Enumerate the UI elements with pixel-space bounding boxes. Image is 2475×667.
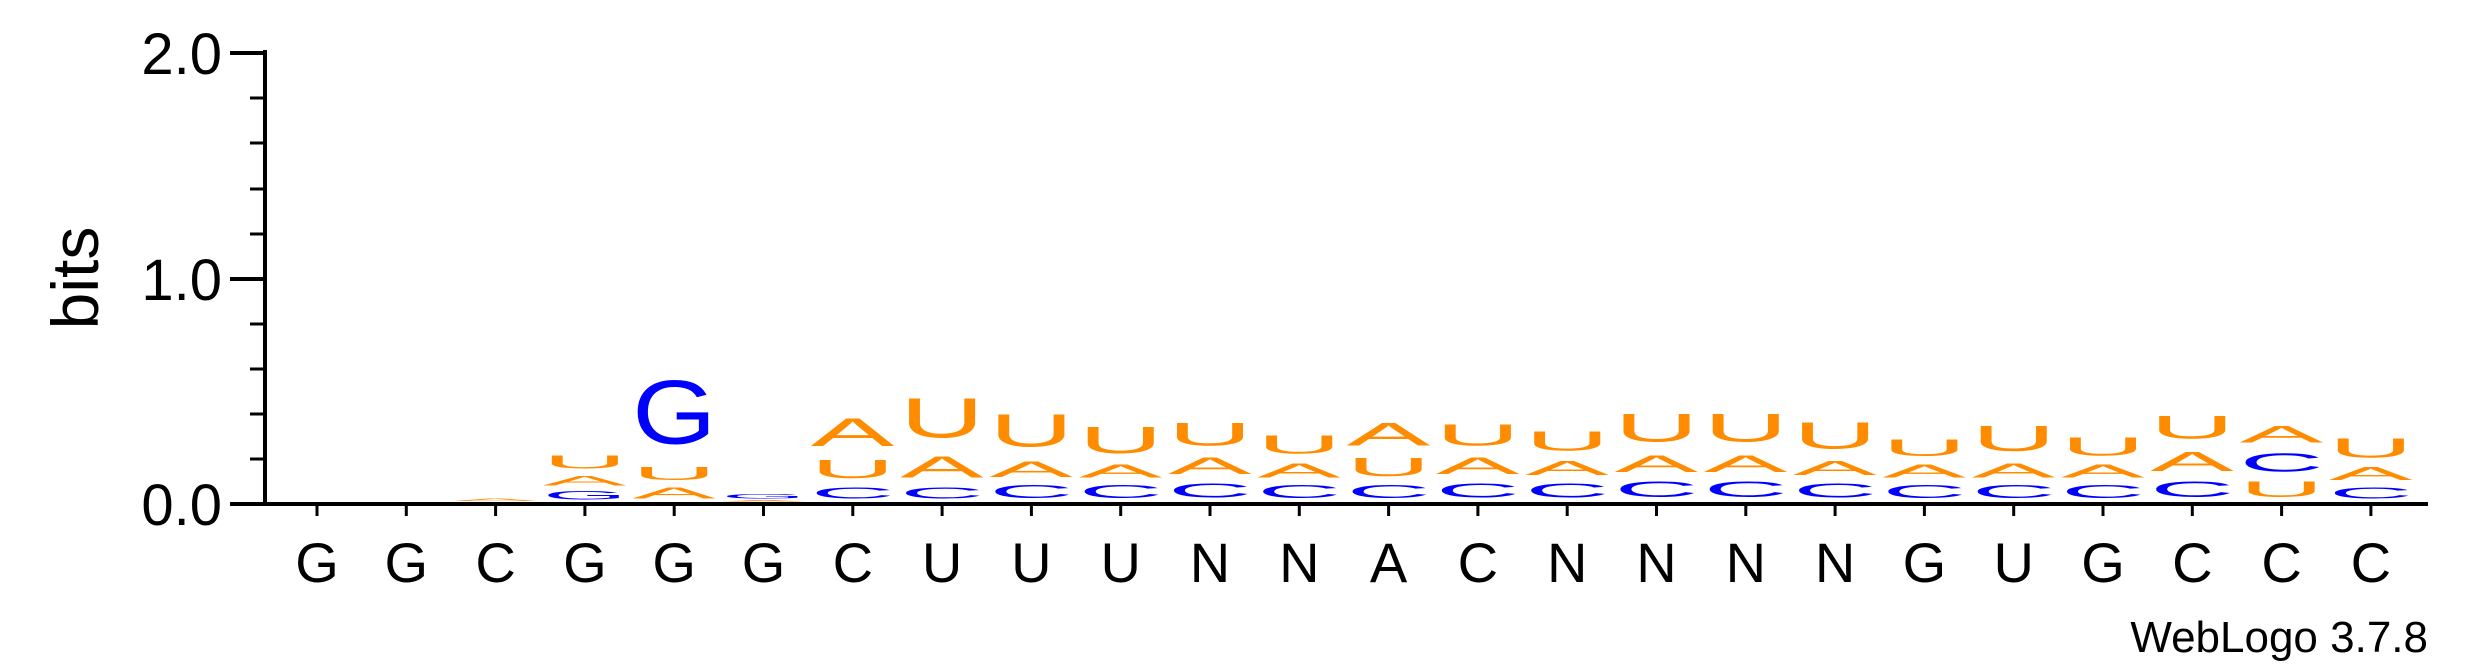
logo-letter-A: A bbox=[1347, 416, 1431, 452]
logo-letter-A: A bbox=[1972, 459, 2056, 481]
logo-letter-C: C bbox=[1793, 479, 1877, 502]
watermark: WebLogo 3.7.8 bbox=[2130, 613, 2428, 662]
logo-letter-C: C bbox=[2240, 448, 2324, 477]
logo-letter-A: A bbox=[2061, 461, 2145, 481]
logo-letter-A: A bbox=[722, 500, 806, 502]
logo-letter-G: G bbox=[632, 363, 716, 464]
logo-letter-C: C bbox=[1615, 477, 1699, 502]
logo-letter-C: C bbox=[1882, 482, 1966, 502]
logo-letter-A: A bbox=[811, 409, 895, 454]
logo-letter-C: C bbox=[2150, 477, 2234, 502]
x-tick-label: G bbox=[742, 531, 786, 594]
logo-letter-A: A bbox=[1257, 459, 1341, 481]
x-tick-label: G bbox=[385, 531, 429, 594]
logo-letter-G: G bbox=[543, 488, 627, 502]
x-tick-label: C bbox=[1458, 531, 1498, 594]
logo-letter-A: A bbox=[1615, 450, 1700, 477]
logo-letter-C: C bbox=[1525, 479, 1609, 502]
logo-letter-U: U bbox=[989, 405, 1073, 457]
logo-letter-U: U bbox=[1436, 419, 1520, 453]
logo-letter-U: U bbox=[811, 455, 895, 484]
x-tick-label: G bbox=[2081, 531, 2125, 594]
logo-letter-U: U bbox=[1347, 452, 1431, 481]
logo-letter-A: A bbox=[1436, 452, 1521, 479]
logo-letter-U: U bbox=[1882, 434, 1966, 461]
logo-letter-U: U bbox=[1615, 405, 1699, 450]
logo-letter-C: C bbox=[2061, 482, 2145, 502]
logo-letter-C: C bbox=[1079, 482, 1163, 502]
logo-letter-A: A bbox=[2240, 421, 2325, 448]
logo-letter-U: U bbox=[2061, 432, 2145, 461]
x-tick-label: N bbox=[1636, 531, 1676, 594]
logo-letter-A: A bbox=[1704, 450, 1789, 477]
x-tick-label: C bbox=[2261, 531, 2301, 594]
logo-letter-U: U bbox=[2150, 410, 2234, 446]
x-tick-label: N bbox=[1815, 531, 1855, 594]
y-axis-title: bits bbox=[38, 227, 112, 330]
logo-letter-A: A bbox=[1882, 461, 1966, 481]
logo-letter-C: C bbox=[1436, 479, 1520, 502]
logo-letter-U: U bbox=[543, 452, 627, 472]
logo-letter-U: U bbox=[900, 387, 984, 450]
logo-letter-G: G bbox=[722, 493, 806, 500]
logo-letter-A: A bbox=[1079, 461, 1163, 481]
logo-letter-U: U bbox=[1793, 414, 1877, 456]
logo-letter-A: A bbox=[454, 497, 538, 501]
logo-letter-C: C bbox=[1168, 479, 1252, 502]
logo-letter-C: C bbox=[1704, 477, 1788, 502]
logo-letter-A: A bbox=[632, 484, 716, 502]
y-tick-label: 1.0 bbox=[141, 248, 222, 313]
logo-letter-C: C bbox=[900, 484, 984, 502]
logo-letter-U: U bbox=[1704, 405, 1788, 450]
x-tick-label: N bbox=[1190, 531, 1230, 594]
logo-letter-C: C bbox=[989, 482, 1073, 502]
logo-letter-U: U bbox=[2240, 477, 2324, 502]
logo-letter-U: U bbox=[2329, 432, 2413, 464]
x-tick-label: N bbox=[1279, 531, 1319, 594]
x-tick-label: A bbox=[1370, 531, 1408, 594]
logo-letter-A: A bbox=[543, 473, 627, 489]
x-tick-label: U bbox=[1011, 531, 1051, 594]
logo-letter-C: C bbox=[811, 484, 895, 502]
logo-letter-U: U bbox=[632, 464, 716, 484]
logo-letter-C: C bbox=[1347, 482, 1431, 502]
x-tick-label: N bbox=[1547, 531, 1587, 594]
logo-letter-A: A bbox=[2150, 446, 2234, 477]
logo-letter-U: U bbox=[1972, 419, 2056, 459]
x-tick-label: G bbox=[295, 531, 339, 594]
x-tick-label: U bbox=[922, 531, 962, 594]
x-tick-label: N bbox=[1726, 531, 1766, 594]
x-tick-label: C bbox=[833, 531, 873, 594]
x-tick-label: G bbox=[563, 531, 607, 594]
logo-letter-A: A bbox=[989, 457, 1073, 482]
logo-letter-C: C bbox=[1972, 482, 2056, 502]
logo-letter-U: U bbox=[1525, 425, 1609, 457]
logo-letter-C: C bbox=[2329, 484, 2413, 502]
y-tick-label: 2.0 bbox=[141, 22, 222, 87]
x-tick-label: C bbox=[475, 531, 515, 594]
logo-letter-U: U bbox=[1257, 430, 1341, 459]
logo-letter-U: U bbox=[1079, 419, 1163, 461]
x-tick-label: G bbox=[652, 531, 696, 594]
x-tick-label: U bbox=[1100, 531, 1140, 594]
logo-letter-U: U bbox=[1168, 417, 1252, 453]
logo-letter-A: A bbox=[2329, 464, 2413, 484]
logo-letter-A: A bbox=[1793, 457, 1877, 479]
logo-letter-A: A bbox=[1168, 452, 1253, 479]
x-tick-label: U bbox=[1993, 531, 2033, 594]
x-tick-label: C bbox=[2172, 531, 2212, 594]
logo-letter-C: C bbox=[1257, 482, 1341, 502]
y-tick-label: 0.0 bbox=[141, 473, 222, 538]
logo-letter-A: A bbox=[1525, 457, 1609, 479]
x-tick-label: G bbox=[1903, 531, 1947, 594]
logo-letter-A: A bbox=[900, 450, 984, 484]
x-tick-label: C bbox=[2351, 531, 2391, 594]
y-axis: 2.0 1.0 0.0 bits bbox=[38, 22, 267, 538]
